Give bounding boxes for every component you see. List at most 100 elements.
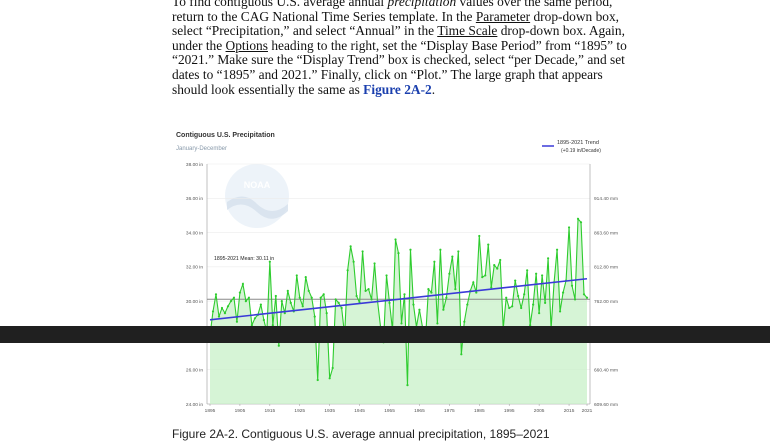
data-point [445, 296, 448, 299]
data-point [514, 279, 517, 282]
data-point [555, 248, 559, 251]
data-point [223, 312, 227, 315]
data-point [280, 300, 283, 303]
data-point [271, 324, 274, 327]
data-point [355, 294, 358, 298]
x-tick-label: 1925 [294, 408, 305, 414]
x-tick-label: 1895 [205, 408, 216, 414]
data-point [406, 384, 409, 387]
data-point [385, 274, 388, 277]
y-tick-label-right: 609.60 mm [594, 402, 618, 408]
y-tick-label-right: 914.40 mm [594, 196, 618, 202]
obscuring-band [0, 326, 770, 343]
data-point [487, 243, 490, 246]
mean-label: 1895-2021 Mean: 30.11 in [214, 256, 274, 262]
trend-line [209, 277, 588, 321]
data-point [466, 303, 469, 306]
data-point [328, 377, 331, 380]
data-point [325, 312, 328, 315]
data-point [585, 296, 589, 299]
data-point [567, 226, 571, 229]
text-run: values over the same period, return to t… [172, 0, 613, 24]
data-point [520, 306, 523, 310]
data-point [409, 248, 412, 251]
data-point [334, 298, 337, 301]
data-point [529, 324, 532, 327]
data-point [214, 293, 218, 296]
x-tick-label: 2021 [582, 408, 593, 414]
data-point [259, 303, 262, 306]
figure: Contiguous U.S. Precipitation January-De… [172, 126, 628, 418]
data-point [561, 291, 565, 294]
data-point [496, 267, 499, 270]
data-point [394, 238, 397, 241]
x-tick-label: 1995 [504, 408, 515, 414]
data-point [370, 298, 373, 301]
y-tick-label-left: 34.00 in [186, 230, 203, 236]
data-point [262, 318, 265, 322]
text-run: . [431, 81, 436, 97]
legend-trend-label: 1895-2021 Trend [557, 140, 599, 146]
legend-trend-sublabel: (+0.19 in/Decade) [561, 148, 601, 154]
data-point [493, 264, 496, 267]
data-point [250, 324, 253, 327]
options-term: Options [225, 37, 268, 53]
data-point [229, 300, 233, 303]
data-point [340, 306, 343, 310]
y-tick-label-right: 762.00 mm [594, 299, 618, 305]
data-point [558, 310, 562, 313]
data-point [526, 269, 529, 272]
data-point [544, 301, 547, 304]
y-tick-label-left: 26.00 in [186, 368, 203, 374]
data-point [235, 320, 239, 323]
y-tick-label-right: 660.40 mm [594, 368, 618, 374]
figure-link[interactable]: Figure 2A-2 [363, 81, 432, 97]
data-point [220, 306, 224, 310]
data-point [538, 312, 541, 315]
data-point [427, 288, 430, 291]
data-point [397, 252, 400, 255]
data-point [582, 293, 586, 296]
y-tick-label-left: 32.00 in [186, 265, 203, 271]
data-point [430, 291, 433, 294]
data-point [478, 234, 481, 238]
x-tick-label: 1965 [414, 408, 425, 414]
text-run: heading to the right, set the “Display B… [172, 37, 627, 97]
text-run: drop-down box. Again, under the [172, 23, 625, 53]
data-point [460, 353, 463, 356]
data-point [475, 291, 478, 294]
y-tick-label-left: 30.00 in [186, 299, 203, 305]
x-tick-label: 1945 [354, 408, 365, 414]
text-run-italic: precipitation [387, 0, 457, 9]
data-point [505, 296, 508, 299]
time-scale-term: Time Scale [437, 23, 498, 39]
data-point [286, 289, 289, 292]
data-point [247, 296, 250, 299]
data-point [331, 366, 334, 370]
data-point [576, 217, 580, 220]
data-point [532, 303, 535, 306]
chart-title: Contiguous U.S. Precipitation [176, 132, 275, 139]
data-point [463, 320, 466, 323]
x-tick-label: 2015 [564, 408, 575, 414]
precipitation-chart: Contiguous U.S. Precipitation January-De… [176, 132, 618, 414]
x-axis: 1895 1905 1915 1925 1935 1945 1955 1965 1975 1985… [205, 404, 593, 414]
data-point [319, 296, 322, 299]
y-tick-label-left: 38.00 in [186, 162, 203, 168]
data-point [244, 300, 247, 303]
y-tick-label-right: 812.80 mm [594, 265, 618, 271]
data-point [400, 322, 403, 325]
noaa-logo: NOAA [225, 164, 289, 228]
data-point [322, 293, 325, 296]
data-point [517, 294, 520, 298]
data-point [457, 250, 460, 253]
data-point [253, 317, 256, 320]
data-point [451, 255, 454, 258]
data-point [535, 272, 538, 275]
figure-caption: Figure 2A-2. Contiguous U.S. average ann… [172, 427, 550, 441]
data-point [436, 322, 439, 325]
data-point [367, 288, 370, 291]
data-point [310, 296, 313, 299]
x-tick-label: 1975 [444, 408, 455, 414]
